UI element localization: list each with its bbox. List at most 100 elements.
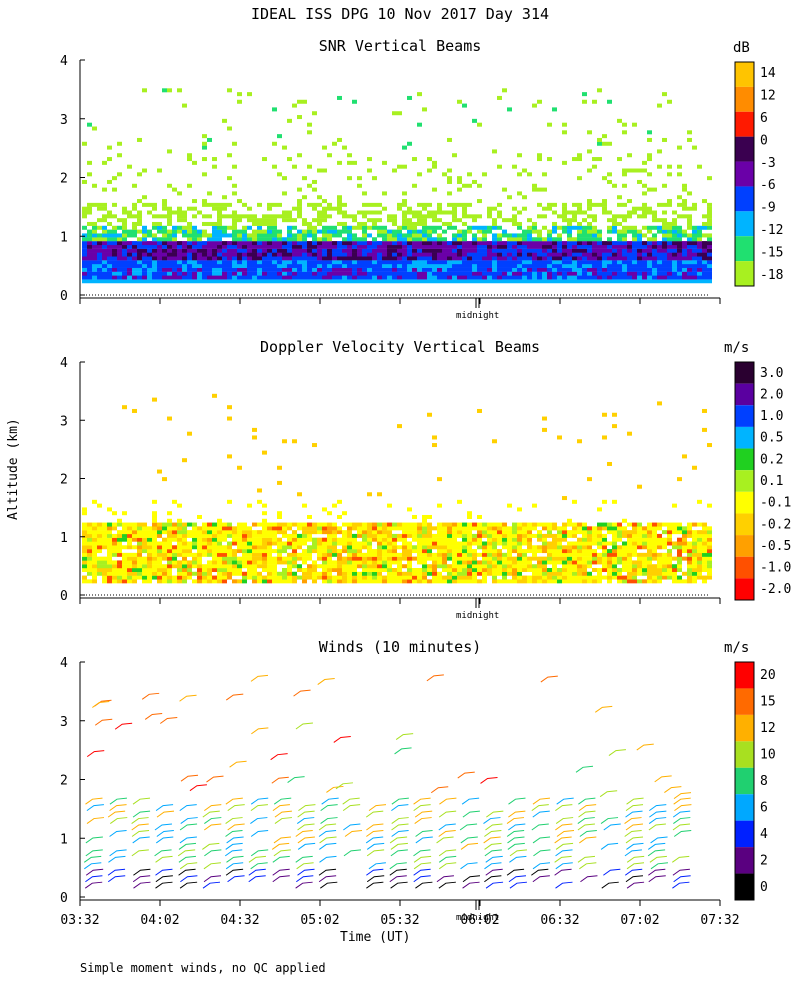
heatmap-cell bbox=[452, 560, 457, 565]
heatmap-cell bbox=[457, 271, 462, 276]
heatmap-cell bbox=[587, 256, 592, 261]
wind-barb bbox=[180, 817, 198, 824]
heatmap-cell bbox=[362, 191, 367, 196]
heatmap-cell bbox=[287, 575, 292, 580]
heatmap-cell bbox=[162, 263, 167, 268]
heatmap-cell bbox=[192, 214, 197, 219]
heatmap-cell bbox=[192, 530, 197, 535]
heatmap-cell bbox=[647, 153, 652, 158]
heatmap-cell bbox=[422, 241, 427, 246]
heatmap-cell bbox=[432, 267, 437, 272]
heatmap-cell bbox=[277, 552, 282, 557]
heatmap-cell bbox=[517, 526, 522, 531]
heatmap-cell bbox=[662, 256, 667, 261]
heatmap-cell bbox=[397, 241, 402, 246]
heatmap-cell bbox=[632, 567, 637, 572]
heatmap-cell bbox=[427, 564, 432, 569]
heatmap-cell bbox=[267, 560, 272, 565]
heatmap-cell bbox=[612, 279, 617, 284]
wind-barb bbox=[131, 823, 149, 831]
heatmap-cell bbox=[392, 575, 397, 580]
heatmap-cell bbox=[602, 533, 607, 538]
heatmap-cell bbox=[597, 530, 602, 535]
heatmap-cell bbox=[372, 575, 377, 580]
heatmap-cell bbox=[387, 579, 392, 584]
heatmap-cell bbox=[667, 567, 672, 572]
heatmap-cell bbox=[472, 579, 477, 584]
heatmap-cell bbox=[662, 537, 667, 542]
heatmap-cell bbox=[422, 267, 427, 272]
heatmap-cell bbox=[612, 271, 617, 276]
heatmap-cell bbox=[697, 499, 702, 504]
wind-barb bbox=[624, 829, 642, 837]
heatmap-cell bbox=[542, 279, 547, 284]
heatmap-cell bbox=[707, 556, 712, 561]
heatmap-cell bbox=[147, 229, 152, 234]
heatmap-cell bbox=[542, 427, 547, 432]
heatmap-cell bbox=[417, 526, 422, 531]
heatmap-cell bbox=[662, 571, 667, 576]
heatmap-cell bbox=[612, 522, 617, 527]
wind-barb bbox=[672, 881, 690, 889]
wind-barb bbox=[107, 875, 126, 883]
heatmap-cell bbox=[452, 571, 457, 576]
wind-barb bbox=[154, 823, 173, 831]
heatmap-cell bbox=[167, 206, 172, 211]
wind-barb bbox=[671, 855, 690, 863]
heatmap-cell bbox=[352, 522, 357, 527]
heatmap-cell bbox=[312, 202, 317, 207]
heatmap-cell bbox=[192, 537, 197, 542]
heatmap-cell bbox=[692, 271, 697, 276]
heatmap-cell bbox=[97, 241, 102, 246]
heatmap-cell bbox=[107, 530, 112, 535]
heatmap-cell bbox=[372, 549, 377, 554]
wind-barb bbox=[484, 849, 502, 857]
heatmap-cell bbox=[237, 567, 242, 572]
wind-barb bbox=[206, 775, 224, 783]
heatmap-cell bbox=[457, 248, 462, 253]
heatmap-cell bbox=[307, 229, 312, 234]
heatmap-cell bbox=[362, 241, 367, 246]
heatmap-cell bbox=[367, 248, 372, 253]
heatmap-cell bbox=[312, 549, 317, 554]
heatmap-cell bbox=[432, 435, 437, 440]
wind-barb bbox=[203, 875, 222, 883]
heatmap-cell bbox=[117, 244, 122, 249]
heatmap-cell bbox=[277, 526, 282, 531]
heatmap-cell bbox=[522, 537, 527, 542]
heatmap-cell bbox=[502, 552, 507, 557]
heatmap-cell bbox=[227, 564, 232, 569]
heatmap-cell bbox=[207, 564, 212, 569]
heatmap-cell bbox=[407, 141, 412, 146]
heatmap-cell bbox=[322, 552, 327, 557]
heatmap-cell bbox=[542, 225, 547, 230]
heatmap-cell bbox=[542, 564, 547, 569]
heatmap-cell bbox=[217, 575, 222, 580]
wind-barb bbox=[317, 678, 335, 685]
heatmap-cell bbox=[102, 541, 107, 546]
heatmap-cell bbox=[162, 202, 167, 207]
heatmap-cell bbox=[152, 241, 157, 246]
heatmap-cell bbox=[407, 252, 412, 257]
heatmap-cell bbox=[82, 214, 87, 219]
heatmap-cell bbox=[87, 237, 92, 242]
heatmap-cell bbox=[522, 530, 527, 535]
heatmap-cell bbox=[542, 571, 547, 576]
heatmap-cell bbox=[362, 522, 367, 527]
heatmap-cell bbox=[662, 263, 667, 268]
heatmap-cell bbox=[327, 522, 332, 527]
heatmap-cell bbox=[697, 541, 702, 546]
heatmap-cell bbox=[677, 579, 682, 584]
heatmap-cell bbox=[697, 575, 702, 580]
heatmap-cell bbox=[342, 145, 347, 150]
wind-barb bbox=[484, 875, 502, 883]
heatmap-cell bbox=[637, 233, 642, 238]
heatmap-cell bbox=[462, 575, 467, 580]
heatmap-cell bbox=[422, 237, 427, 242]
heatmap-cell bbox=[137, 533, 142, 538]
heatmap-cell bbox=[122, 405, 127, 410]
heatmap-cell bbox=[397, 564, 402, 569]
heatmap-cell bbox=[437, 237, 442, 242]
heatmap-cell bbox=[602, 141, 607, 146]
heatmap-cell bbox=[707, 221, 712, 226]
